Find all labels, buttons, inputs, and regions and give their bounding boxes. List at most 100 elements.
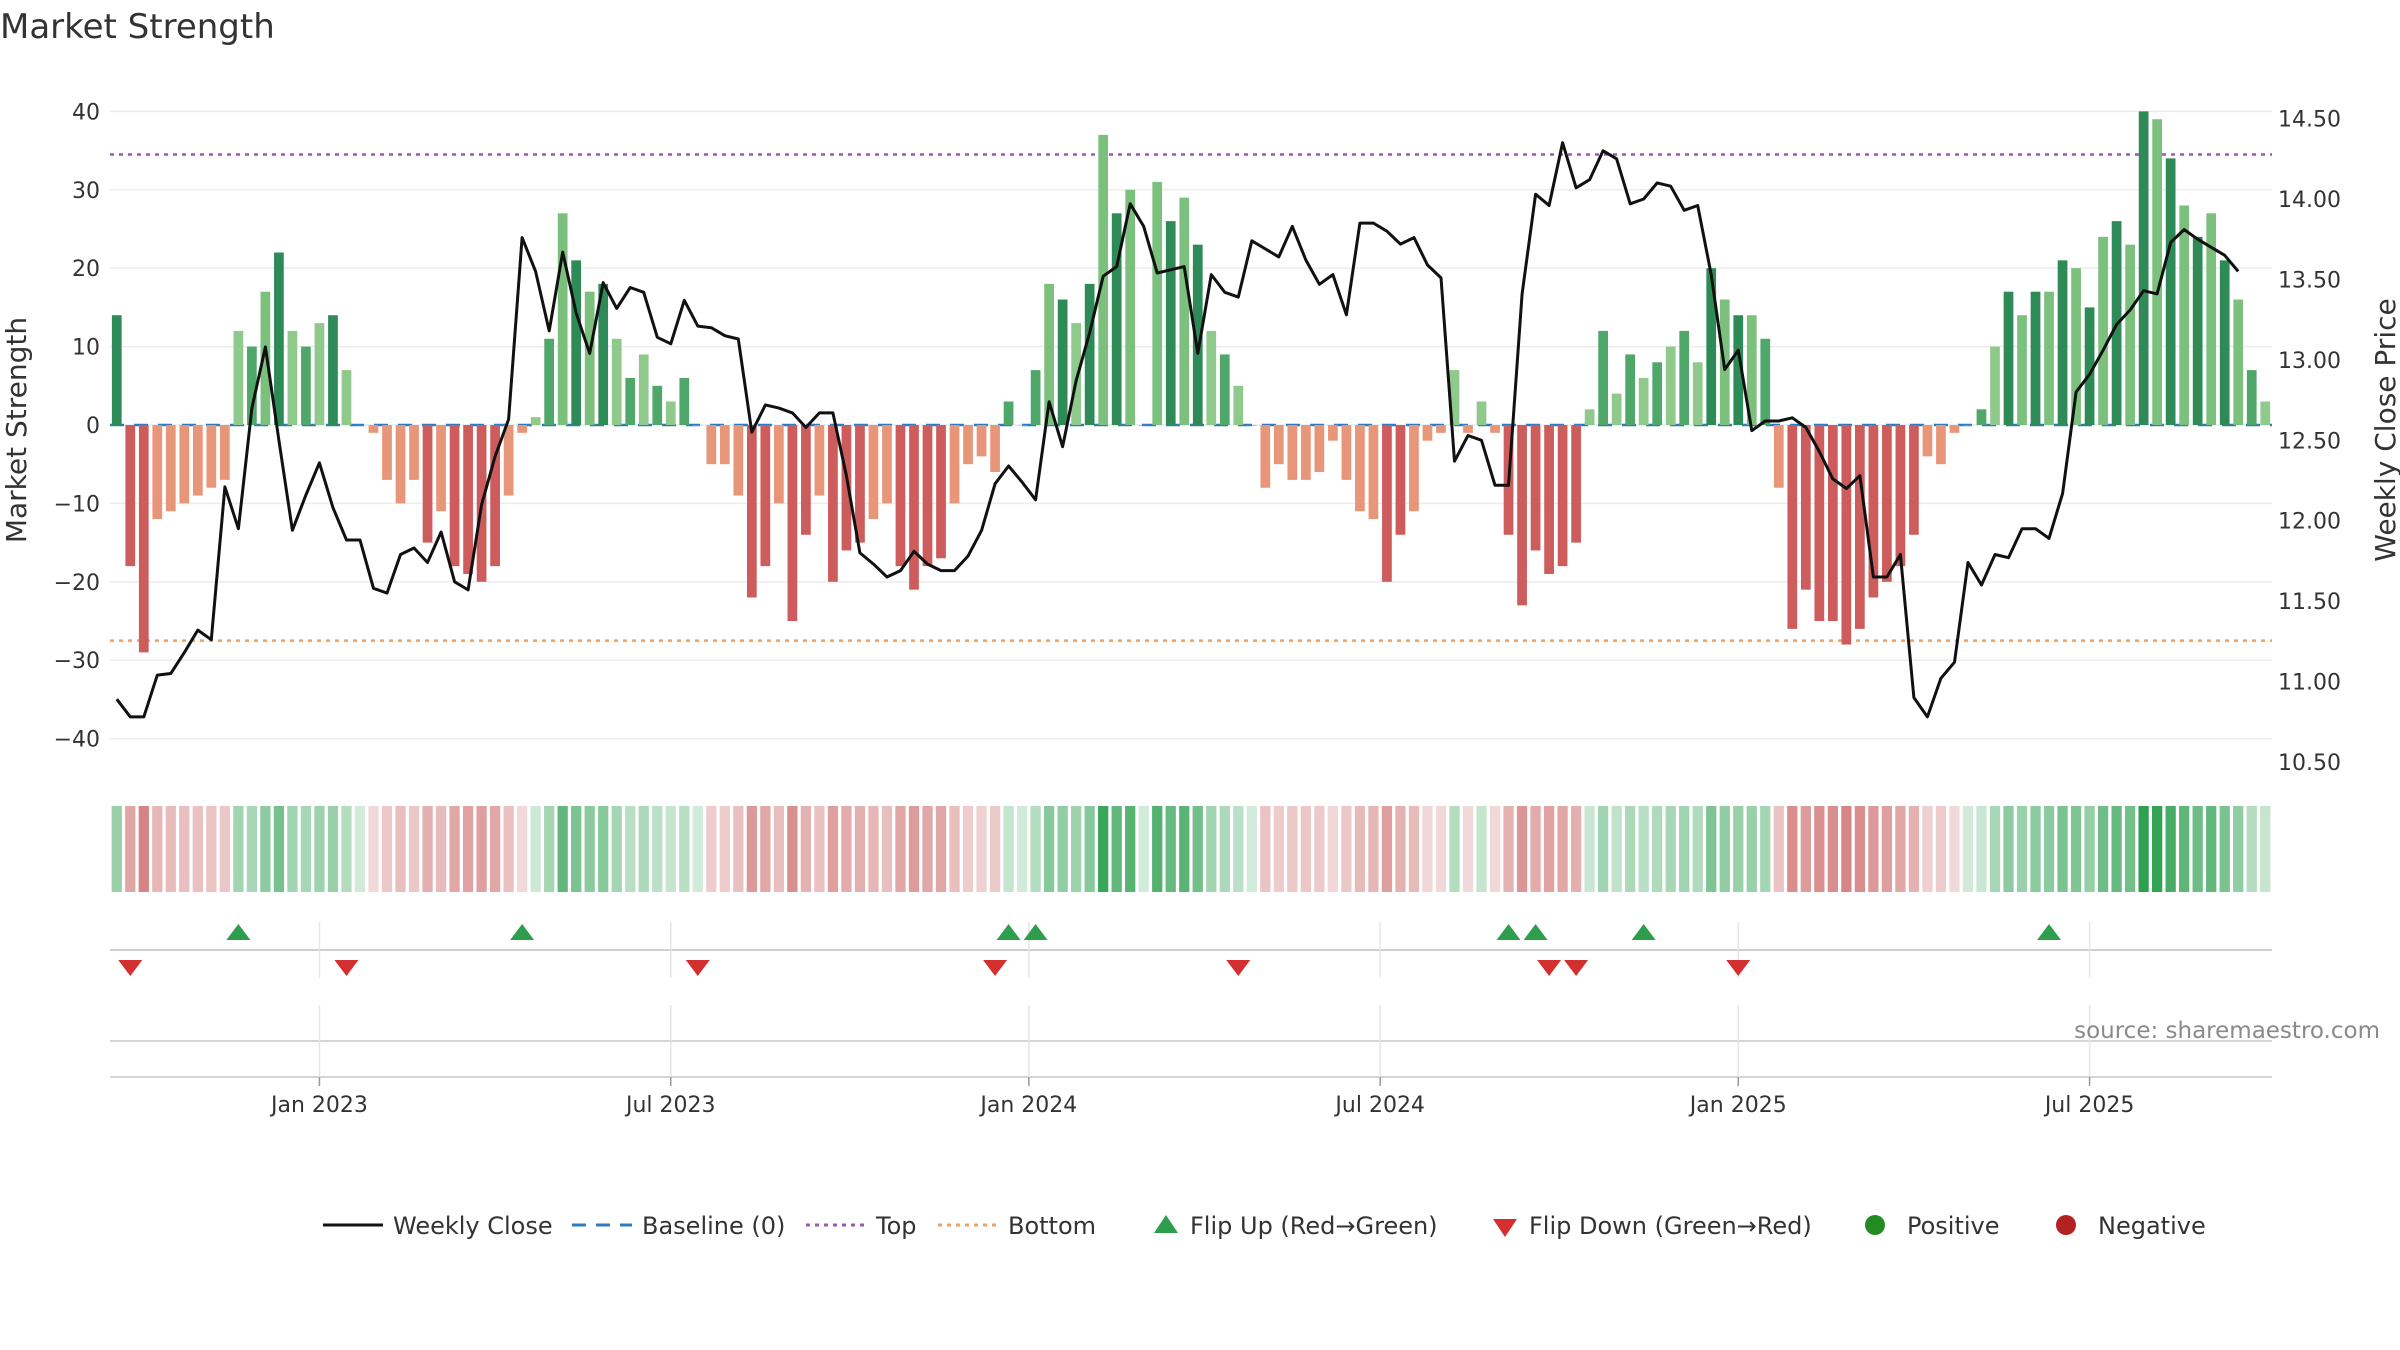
strength-bar (1679, 330, 1690, 425)
legend-label: Bottom (1008, 1212, 1096, 1240)
strength-bar (1625, 354, 1636, 425)
strip-cell (1584, 806, 1595, 892)
strip-cell (2233, 806, 2244, 892)
strength-bar (1138, 425, 1149, 426)
strip-cell (1854, 806, 1866, 892)
strip-cell (895, 806, 906, 892)
strip-cell (314, 806, 325, 892)
strip-cell (1665, 806, 1676, 892)
strip-cell (1219, 806, 1230, 892)
strength-bar (1692, 362, 1703, 425)
strength-bar (1517, 425, 1527, 606)
strip-cell (949, 806, 960, 892)
strength-bar (814, 425, 825, 496)
strip-cell (679, 806, 690, 892)
left-tick-label: 0 (86, 414, 100, 439)
strength-bar (1733, 315, 1744, 425)
strip-cell (1327, 806, 1339, 892)
strip-cell (530, 806, 541, 892)
flip-up-marker (510, 924, 535, 940)
legend-swatch-flip-down (1493, 1219, 1517, 1237)
strength-bar (436, 425, 446, 512)
strength-bar (1368, 425, 1379, 520)
strength-bar (1165, 221, 1176, 425)
legend-swatch-flip-up (1154, 1215, 1178, 1233)
right-tick-label: 12.50 (2278, 429, 2341, 454)
strip-cell (814, 806, 825, 892)
strip-cell (665, 806, 676, 892)
strip-cell (2192, 806, 2203, 892)
strip-cell (746, 806, 757, 892)
strength-bar (1976, 409, 1987, 425)
strength-bar (882, 425, 892, 504)
strip-cell (368, 806, 379, 892)
strength-bar (679, 377, 690, 425)
left-tick-label: 10 (72, 336, 100, 361)
strength-bar (1530, 425, 1541, 551)
flip-down-marker (1226, 960, 1251, 976)
flip-down-marker (983, 960, 1008, 976)
strength-bar (341, 370, 352, 425)
strip-cell (962, 806, 974, 892)
strength-bar (544, 338, 555, 425)
strength-bar (2044, 291, 2054, 425)
strength-bar (152, 425, 163, 520)
strength-bar (1287, 425, 1298, 480)
strip-cell (2016, 806, 2028, 892)
flip-up-marker (1631, 924, 1656, 940)
strip-cell (462, 806, 474, 892)
strength-bar (1463, 425, 1473, 433)
legend-label: Flip Down (Green→Red) (1529, 1212, 1812, 1240)
strip-cell (1084, 806, 1095, 892)
strip-cell (1935, 806, 1947, 892)
weekly-close-line (115, 141, 2240, 719)
strip-cell (1071, 806, 1082, 892)
strength-bar (963, 425, 973, 465)
strength-bar (1300, 425, 1311, 480)
strip-cell (935, 806, 947, 892)
strength-bar (1571, 425, 1581, 543)
strength-bar (1273, 425, 1284, 465)
strength-bar (706, 425, 717, 465)
strip-cell (1908, 806, 1920, 892)
strength-bar (1611, 393, 1622, 425)
strength-bar (1868, 425, 1879, 598)
chart-title: Market Strength (0, 7, 275, 47)
strip-cell (625, 806, 636, 892)
strength-bar (638, 354, 649, 425)
strength-bar (1773, 425, 1784, 488)
strip-cell (1138, 806, 1149, 892)
strip-cell (1422, 806, 1433, 892)
strength-bar (990, 425, 1000, 473)
flip-up-marker (1523, 924, 1548, 940)
strength-bar (1922, 425, 1933, 457)
strip-cell (1435, 806, 1447, 892)
strength-bar (463, 425, 473, 574)
strength-bar (557, 213, 568, 425)
strength-bar (1179, 197, 1190, 425)
strength-bar (1584, 409, 1595, 425)
strip-cell (341, 806, 352, 892)
strength-bars (111, 111, 2271, 653)
strength-bar (2165, 158, 2176, 425)
strength-bar (692, 425, 703, 426)
strip-cell (1841, 806, 1852, 892)
strength-bar (1341, 425, 1352, 480)
x-tick-label: Jul 2025 (2043, 1093, 2135, 1118)
strength-bar (247, 346, 257, 425)
strip-cell (1868, 806, 1879, 892)
strip-cell (1152, 806, 1163, 892)
right-tick-label: 14.00 (2278, 188, 2341, 213)
strip-cell (1773, 806, 1784, 892)
strip-cell (179, 806, 190, 892)
strip-cell (1016, 806, 1028, 892)
strength-bar (895, 425, 906, 567)
strength-bar (746, 425, 757, 598)
strip-cell (1895, 806, 1906, 892)
left-y-axis: 40 30 20 10 0 −10 −20 −30 −40 (54, 100, 100, 752)
x-tick-label: Jan 2025 (1688, 1093, 1787, 1118)
strength-bar (1314, 425, 1325, 473)
strength-bar (1598, 330, 1608, 425)
strength-bar (1219, 354, 1230, 425)
strip-cell (1881, 806, 1893, 892)
